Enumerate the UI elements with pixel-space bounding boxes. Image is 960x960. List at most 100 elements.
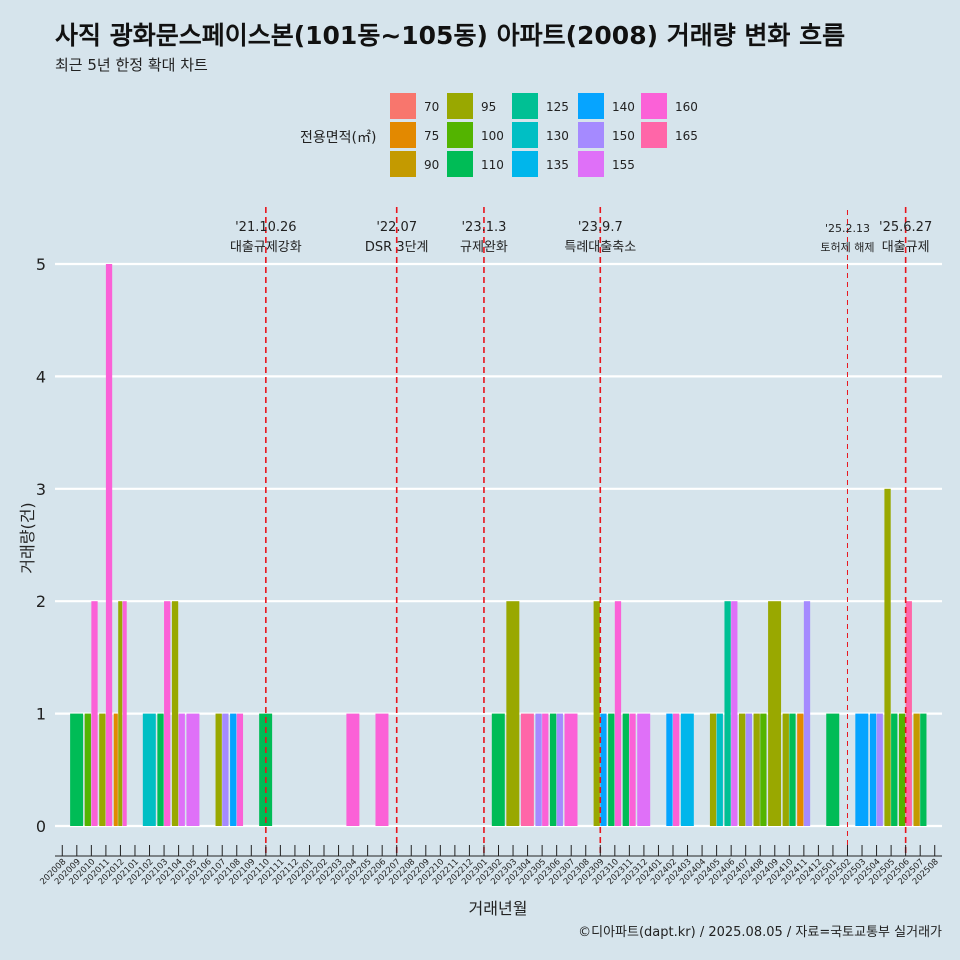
bar: [520, 713, 534, 826]
bar: [171, 601, 179, 826]
x-axis-label: 거래년월: [469, 899, 528, 918]
bar: [913, 713, 920, 826]
bar: [178, 713, 185, 826]
bar: [891, 713, 898, 826]
legend-label: 160: [675, 100, 698, 114]
bar: [491, 713, 505, 826]
bar: [556, 713, 563, 826]
bar: [739, 713, 746, 826]
event-date: '21.10.26: [235, 220, 296, 235]
y-tick-label: 4: [36, 367, 46, 386]
legend-label: 150: [612, 129, 635, 143]
bar: [753, 713, 760, 826]
bar: [876, 713, 883, 826]
legend-label: 110: [481, 158, 504, 172]
bar: [782, 713, 789, 826]
legend-label: 140: [612, 100, 635, 114]
bar: [230, 713, 237, 826]
bar: [789, 713, 796, 826]
bar: [186, 713, 200, 826]
bar: [637, 713, 651, 826]
legend-swatch: [447, 151, 473, 177]
legend-title: 전용면적(㎡): [300, 130, 376, 146]
bar: [680, 713, 694, 826]
legend-label: 125: [546, 100, 569, 114]
bar: [672, 713, 680, 826]
legend-label: 130: [546, 129, 569, 143]
bar: [118, 601, 123, 826]
legend-swatch: [578, 151, 604, 177]
event-label: 대출규제강화: [230, 240, 302, 255]
legend-label: 100: [481, 129, 504, 143]
bar: [768, 601, 782, 826]
legend-label: 90: [424, 158, 439, 172]
bar: [70, 713, 84, 826]
event-date: '22.07: [376, 220, 417, 235]
legend-swatch: [447, 93, 473, 119]
bar: [157, 713, 164, 826]
bar: [622, 713, 629, 826]
caption: ©디아파트(dapt.kr) / 2025.08.05 / 자료=국토교통부 실…: [578, 925, 942, 940]
event-date: '23.9.7: [578, 220, 623, 235]
legend-label: 70: [424, 100, 439, 114]
bar: [724, 601, 731, 826]
bar: [122, 601, 127, 826]
legend-swatch: [390, 122, 416, 148]
y-tick-label: 5: [36, 255, 46, 274]
bar: [760, 713, 767, 826]
legend-swatch: [578, 93, 604, 119]
event-date: '23.1.3: [461, 220, 506, 235]
event-date: '25.2.13: [825, 222, 870, 235]
bar: [608, 713, 615, 826]
y-axis-label: 거래량(건): [18, 502, 37, 573]
chart-title: 사직 광화문스페이스본(101동~105동) 아파트(2008) 거래량 변화 …: [55, 21, 845, 50]
legend: 전용면적(㎡) 70 75 90 95 100 110 125 130 135 140 150 155…: [300, 93, 698, 177]
event-label: 토허제 해제: [820, 240, 874, 254]
bar: [564, 713, 578, 826]
bar: [84, 713, 91, 826]
bar: [920, 713, 927, 826]
bar: [614, 601, 622, 826]
bar: [375, 713, 389, 826]
y-tick-label: 1: [36, 705, 46, 724]
x-axis: 2020082020092020102020112020122021012021…: [38, 845, 942, 887]
event-label: DSR 3단계: [365, 240, 429, 255]
event-label: 특례대출축소: [564, 240, 636, 255]
bar: [731, 601, 738, 826]
bar: [600, 713, 607, 826]
bar: [142, 713, 156, 826]
legend-label: 95: [481, 100, 496, 114]
bar: [506, 601, 520, 826]
bar: [164, 601, 171, 826]
event-label: 규제완화: [460, 240, 508, 255]
bar: [629, 713, 636, 826]
bar: [666, 713, 673, 826]
bar: [346, 713, 360, 826]
bar: [898, 713, 906, 826]
bar: [535, 713, 542, 826]
bar: [869, 713, 877, 826]
bar: [884, 488, 891, 826]
bar: [905, 601, 912, 826]
bar: [716, 713, 723, 826]
legend-swatch: [390, 151, 416, 177]
bar: [236, 713, 244, 826]
bar: [99, 713, 106, 826]
legend-swatch: [512, 122, 538, 148]
y-axis: 0 1 2 3 4 5: [36, 255, 46, 836]
legend-label: 75: [424, 129, 439, 143]
bar: [91, 601, 98, 826]
legend-label: 135: [546, 158, 569, 172]
bar: [113, 713, 118, 826]
bar: [542, 713, 549, 826]
legend-swatch: [512, 93, 538, 119]
bars: [70, 264, 927, 826]
y-tick-label: 2: [36, 592, 46, 611]
legend-swatch: [641, 93, 667, 119]
y-tick-label: 0: [36, 817, 46, 836]
bar: [803, 601, 811, 826]
bar: [709, 713, 717, 826]
event-markers: '21.10.26 대출규제강화 '22.07 DSR 3단계 '23.1.3 규제완화 '…: [230, 207, 932, 856]
bar: [549, 713, 557, 826]
